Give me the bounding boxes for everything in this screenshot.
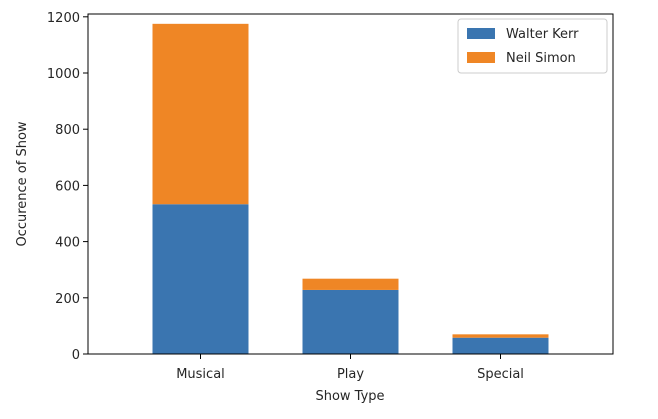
bar-play-walter-kerr	[302, 289, 399, 354]
bar-musical-walter-kerr	[152, 204, 249, 354]
plot-frame	[87, 13, 614, 355]
legend-swatch-neil-simon	[467, 52, 495, 63]
x-axis-title: Show Type	[315, 389, 384, 404]
legend-label-walter-kerr: Walter Kerr	[506, 27, 579, 42]
y-tick-label: 600	[55, 179, 80, 194]
x-tick-label-play: Play	[337, 367, 364, 382]
bar-musical-neil-simon	[152, 23, 249, 205]
bar-special-neil-simon	[452, 334, 549, 338]
y-axis-title: Occurence of Show	[15, 121, 30, 246]
y-tick-label: 0	[72, 348, 80, 363]
x-tick-label-musical: Musical	[176, 367, 225, 382]
bar-play-neil-simon	[302, 278, 399, 290]
legend-swatch-walter-kerr	[467, 28, 495, 39]
y-tick-label: 200	[55, 292, 80, 307]
x-tick-label-special: Special	[477, 367, 524, 382]
legend: Walter Kerr Neil Simon	[457, 18, 608, 74]
bar-special-walter-kerr	[452, 337, 549, 354]
legend-box	[457, 18, 608, 74]
y-tick-label: 400	[55, 236, 80, 251]
y-tick-label: 800	[55, 123, 80, 138]
y-tick-label: 1000	[47, 67, 80, 82]
legend-label-neil-simon: Neil Simon	[506, 51, 576, 66]
x-axis: Musical Play Special	[176, 354, 524, 382]
y-tick-label: 1200	[47, 11, 80, 26]
bars-group	[152, 23, 549, 354]
y-axis: 0 200 400 600 800 1000 1200	[47, 11, 88, 363]
